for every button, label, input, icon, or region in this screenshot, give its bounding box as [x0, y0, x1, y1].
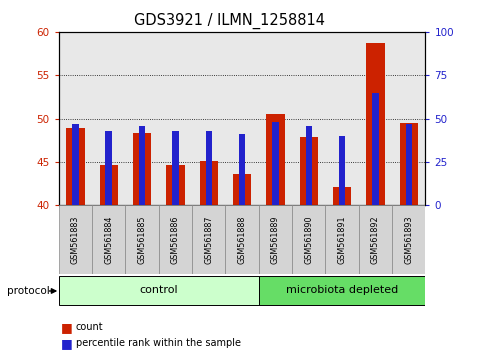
- Bar: [265, 114, 284, 205]
- Bar: [371, 93, 378, 205]
- Text: GDS3921 / ILMN_1258814: GDS3921 / ILMN_1258814: [134, 12, 325, 29]
- Text: GSM561884: GSM561884: [104, 216, 113, 264]
- Bar: [105, 131, 112, 205]
- Text: count: count: [76, 322, 103, 332]
- Bar: [139, 126, 145, 205]
- Text: GSM561893: GSM561893: [404, 216, 412, 264]
- Bar: [332, 187, 350, 205]
- Text: GSM561883: GSM561883: [71, 216, 80, 264]
- Bar: [366, 43, 384, 205]
- FancyBboxPatch shape: [225, 205, 258, 274]
- Text: control: control: [139, 285, 178, 295]
- Text: ■: ■: [61, 337, 73, 350]
- Bar: [299, 137, 317, 205]
- Bar: [238, 134, 245, 205]
- Text: ■: ■: [61, 321, 73, 334]
- Text: GSM561892: GSM561892: [370, 216, 379, 264]
- Text: GSM561886: GSM561886: [170, 216, 180, 264]
- Text: GSM561889: GSM561889: [270, 216, 279, 264]
- Text: percentile rank within the sample: percentile rank within the sample: [76, 338, 240, 348]
- FancyBboxPatch shape: [125, 205, 159, 274]
- Bar: [199, 161, 218, 205]
- Bar: [205, 131, 211, 205]
- FancyBboxPatch shape: [358, 205, 391, 274]
- Text: GSM561887: GSM561887: [204, 216, 213, 264]
- FancyBboxPatch shape: [159, 205, 192, 274]
- FancyBboxPatch shape: [291, 205, 325, 274]
- FancyBboxPatch shape: [391, 205, 425, 274]
- FancyBboxPatch shape: [59, 205, 92, 274]
- Bar: [66, 128, 84, 205]
- FancyBboxPatch shape: [59, 276, 258, 304]
- Bar: [100, 165, 118, 205]
- Text: GSM561890: GSM561890: [304, 216, 313, 264]
- Bar: [232, 174, 251, 205]
- Bar: [172, 131, 178, 205]
- FancyBboxPatch shape: [325, 205, 358, 274]
- FancyBboxPatch shape: [258, 276, 425, 304]
- Bar: [305, 126, 311, 205]
- Text: GSM561888: GSM561888: [237, 216, 246, 264]
- Bar: [72, 124, 79, 205]
- FancyBboxPatch shape: [92, 205, 125, 274]
- Bar: [166, 165, 184, 205]
- FancyBboxPatch shape: [258, 205, 291, 274]
- Bar: [338, 136, 345, 205]
- Bar: [405, 124, 411, 205]
- Bar: [133, 133, 151, 205]
- Text: GSM561885: GSM561885: [137, 216, 146, 264]
- Bar: [399, 123, 417, 205]
- Text: protocol: protocol: [7, 286, 50, 296]
- Text: GSM561891: GSM561891: [337, 216, 346, 264]
- Text: microbiota depleted: microbiota depleted: [285, 285, 397, 295]
- FancyBboxPatch shape: [192, 205, 225, 274]
- Bar: [272, 122, 278, 205]
